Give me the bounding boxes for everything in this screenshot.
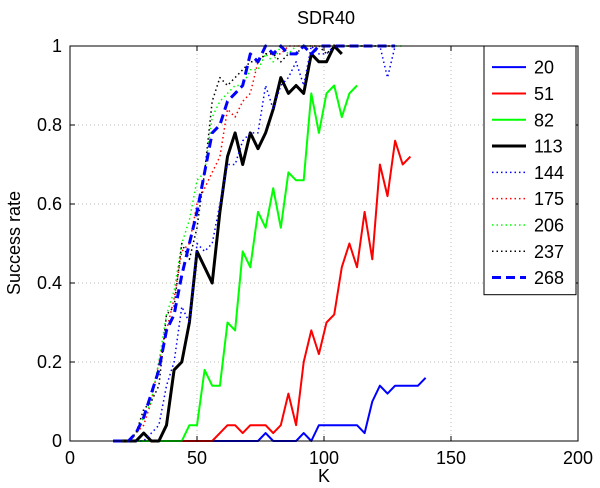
y-tick-label: 0.8 (37, 115, 62, 135)
legend-label-82: 82 (534, 110, 554, 130)
series-line-51 (113, 139, 412, 442)
x-axis-label: K (318, 466, 330, 486)
x-tick-label: 100 (309, 448, 339, 468)
chart-title: SDR40 (297, 8, 355, 28)
legend-box (483, 45, 577, 296)
legend-label-175: 175 (534, 189, 564, 209)
y-tick-label: 0.4 (37, 273, 62, 293)
series-line-268 (113, 44, 396, 443)
series-line-206 (113, 45, 403, 442)
legend-label-51: 51 (534, 84, 554, 104)
legend-label-206: 206 (534, 215, 564, 235)
x-tick-label: 0 (65, 448, 75, 468)
y-tick-label: 1 (52, 36, 62, 56)
series-line-144 (113, 45, 396, 442)
y-tick-label: 0.6 (37, 194, 62, 214)
series-line-20 (113, 377, 427, 442)
y-tick-label: 0 (52, 431, 62, 451)
legend-label-20: 20 (534, 58, 554, 78)
legend-label-237: 237 (534, 242, 564, 262)
y-tick-label: 0.2 (37, 352, 62, 372)
legend-label-268: 268 (534, 268, 564, 288)
x-tick-label: 200 (563, 448, 593, 468)
legend-label-113: 113 (534, 137, 563, 157)
legend: 20 51 82 113 144 175 206 237 268 (483, 45, 577, 296)
y-axis-label: Success rate (4, 191, 24, 295)
plot-area (113, 44, 427, 443)
legend-label-144: 144 (534, 163, 564, 183)
grid-lines (70, 46, 578, 441)
axis-ticks: 0 50 100 150 200 0 0.2 0.4 0.6 0.8 1 (37, 36, 593, 468)
x-tick-label: 50 (187, 448, 207, 468)
x-tick-label: 150 (436, 448, 466, 468)
